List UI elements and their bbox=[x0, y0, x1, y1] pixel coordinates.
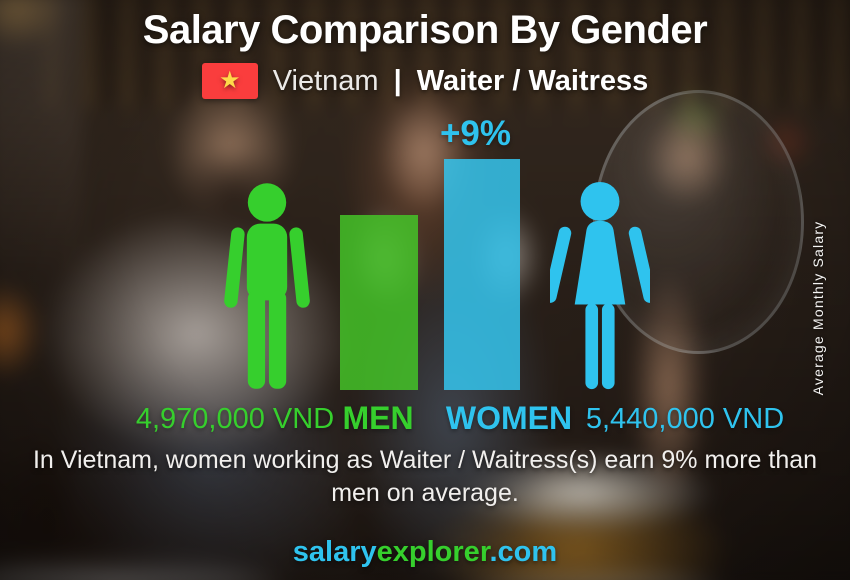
men-bar bbox=[340, 215, 418, 390]
women-value-label: 5,440,000 VND bbox=[585, 403, 785, 435]
y-axis-label: Average Monthly Salary bbox=[810, 220, 826, 396]
website-link[interactable]: salaryexplorer.com bbox=[0, 536, 850, 569]
men-category-label: MEN bbox=[342, 400, 414, 436]
brand-explorer: explorer bbox=[376, 536, 490, 568]
women-category-label: WOMEN bbox=[445, 400, 573, 436]
subtitle-separator: | bbox=[393, 64, 402, 97]
percent-difference-label: +9% bbox=[439, 114, 512, 153]
country-label: Vietnam bbox=[272, 64, 379, 97]
job-title-label: Waiter / Waitress bbox=[416, 64, 649, 97]
men-value-label: 4,970,000 VND bbox=[135, 403, 335, 435]
female-figure-icon bbox=[550, 180, 650, 392]
brand-domain: .com bbox=[489, 536, 558, 568]
brand-salary: salary bbox=[292, 536, 377, 568]
male-figure-icon bbox=[219, 180, 315, 392]
summary-text: In Vietnam, women working as Waiter / Wa… bbox=[32, 446, 818, 507]
women-bar bbox=[444, 159, 520, 390]
flag-star-icon: ★ bbox=[218, 67, 241, 94]
page-title: Salary Comparison By Gender bbox=[142, 8, 708, 52]
glass-dome-decoration bbox=[593, 90, 804, 354]
subtitle-row: ★ Vietnam | Waiter / Waitress bbox=[0, 61, 850, 101]
vietnam-flag-icon: ★ bbox=[201, 63, 258, 99]
